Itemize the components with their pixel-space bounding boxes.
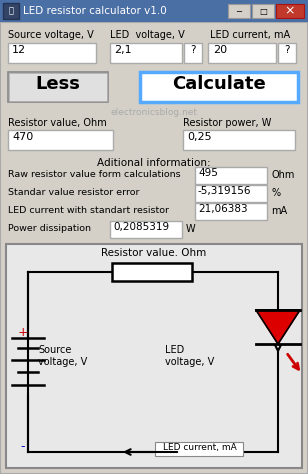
Text: Resistor value, Ohm: Resistor value, Ohm: [8, 118, 107, 128]
Text: LED current, mA: LED current, mA: [210, 30, 290, 40]
Bar: [110, 221, 182, 238]
Text: LED resistor calculator v1.0: LED resistor calculator v1.0: [23, 6, 167, 16]
Text: Calculate: Calculate: [172, 75, 266, 93]
Text: LED  voltage, V: LED voltage, V: [110, 30, 185, 40]
Bar: [155, 442, 243, 456]
Polygon shape: [256, 310, 300, 344]
Text: 21,06383: 21,06383: [198, 204, 248, 214]
Text: Less: Less: [35, 75, 80, 93]
Bar: [3, 3, 19, 19]
Bar: [195, 185, 267, 202]
Text: Resistor power, W: Resistor power, W: [183, 118, 271, 128]
Text: mA: mA: [271, 206, 287, 216]
Bar: [140, 72, 298, 102]
Bar: [195, 203, 267, 220]
Text: □: □: [259, 7, 267, 16]
Text: 12: 12: [12, 45, 26, 55]
Text: Ohm: Ohm: [271, 170, 294, 180]
Bar: [9, 73, 107, 101]
Text: LED
voltage, V: LED voltage, V: [165, 345, 214, 366]
Bar: [278, 43, 296, 63]
Text: LED current with standart resistor: LED current with standart resistor: [8, 206, 169, 215]
Text: 0,2085319: 0,2085319: [113, 222, 169, 232]
Text: Source
voltage, V: Source voltage, V: [38, 345, 87, 366]
Text: Standar value resistor error: Standar value resistor error: [8, 188, 140, 197]
Bar: [228, 4, 250, 18]
Text: ×: ×: [285, 4, 295, 18]
Text: 🔵: 🔵: [9, 7, 14, 16]
Text: +: +: [18, 326, 29, 339]
Text: Source voltage, V: Source voltage, V: [8, 30, 94, 40]
Text: 20: 20: [213, 45, 227, 55]
Text: ?: ?: [284, 45, 290, 55]
Bar: [110, 43, 182, 63]
Text: Resistor value. Ohm: Resistor value. Ohm: [101, 248, 207, 258]
Text: 2,1: 2,1: [114, 45, 132, 55]
Text: Aditional information:: Aditional information:: [97, 158, 211, 168]
Text: 470: 470: [12, 132, 33, 142]
Text: %: %: [271, 188, 280, 198]
Bar: [252, 4, 274, 18]
Bar: [8, 130, 113, 150]
Bar: [8, 43, 96, 63]
Text: Raw resistor value form calculations: Raw resistor value form calculations: [8, 170, 180, 179]
Text: -5,319156: -5,319156: [198, 186, 252, 196]
Text: electronicsblog.net: electronicsblog.net: [111, 108, 197, 117]
Text: Power dissipation: Power dissipation: [8, 224, 91, 233]
Bar: [276, 4, 304, 18]
Bar: [208, 43, 276, 63]
Bar: [6, 244, 302, 468]
Text: ─: ─: [237, 7, 241, 16]
Bar: [183, 130, 295, 150]
Bar: [195, 167, 267, 184]
Text: ?: ?: [190, 45, 196, 55]
Text: LED current, mA: LED current, mA: [163, 443, 237, 452]
Text: 495: 495: [198, 168, 218, 178]
Bar: [112, 263, 192, 281]
Bar: [0, 0, 308, 22]
Text: -: -: [20, 440, 25, 453]
Text: 0,25: 0,25: [187, 132, 212, 142]
Text: W: W: [186, 224, 196, 234]
Bar: [184, 43, 202, 63]
Bar: [8, 72, 108, 102]
